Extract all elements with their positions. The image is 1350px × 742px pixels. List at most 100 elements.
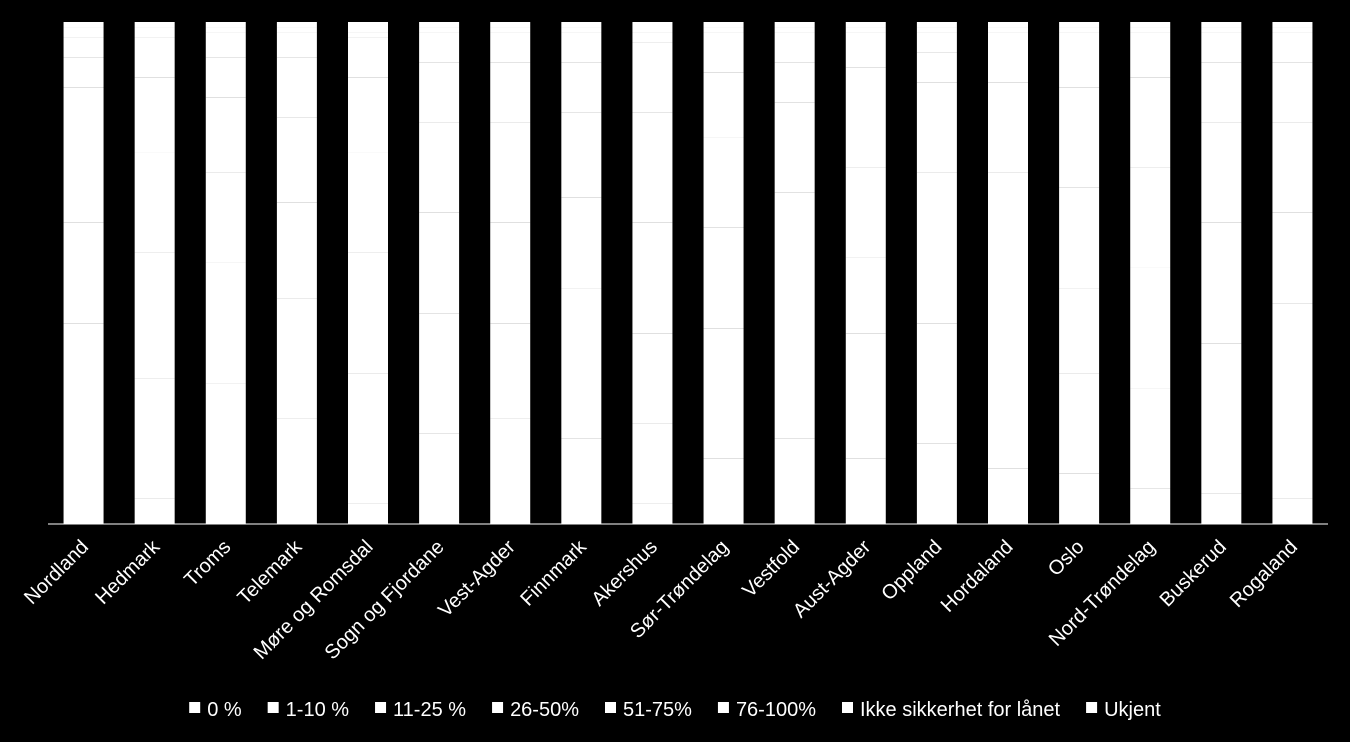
legend-label: Ikke sikkerhet for lånet xyxy=(860,699,1061,721)
bar-segment xyxy=(205,32,246,58)
bar-segment xyxy=(916,52,957,83)
x-tick-label: Telemark xyxy=(233,535,307,609)
bar-segment xyxy=(419,27,460,33)
bar-segment xyxy=(632,22,673,33)
bar-segment xyxy=(348,22,388,33)
bar-segment xyxy=(419,62,460,123)
bar-segment xyxy=(632,112,673,223)
bar-segment xyxy=(988,398,1028,469)
bar-segment xyxy=(1272,212,1313,304)
bar-segment xyxy=(632,333,673,424)
bar-segment xyxy=(561,27,602,33)
bar-segment xyxy=(205,57,246,98)
legend-label: 11-25 % xyxy=(393,699,466,721)
bar-segment xyxy=(276,117,317,203)
legend-label: 26-50% xyxy=(510,699,579,721)
x-tick-label: Oppland xyxy=(877,536,946,605)
bar-segment xyxy=(703,72,744,138)
bar-segment xyxy=(1272,27,1313,33)
bar-segment xyxy=(632,32,673,43)
bar-segment xyxy=(703,227,744,329)
bar-segment xyxy=(63,323,104,524)
bar-segment xyxy=(988,32,1028,83)
x-tick-label: Oslo xyxy=(1044,536,1089,581)
bar-segment xyxy=(774,273,815,439)
bar-segment xyxy=(134,37,175,78)
legend-swatch xyxy=(842,702,853,713)
bar-segment xyxy=(845,22,886,28)
legend-swatch xyxy=(717,702,729,713)
bar-segment xyxy=(490,122,531,223)
bar-segment xyxy=(1272,22,1313,28)
bar-segment xyxy=(1201,22,1242,28)
x-tick-label: Vest-Agder xyxy=(434,536,520,622)
bar-segment xyxy=(276,57,317,118)
bar-segment xyxy=(1130,388,1171,489)
bar-segment xyxy=(1272,303,1313,499)
bar-segment xyxy=(1130,32,1171,78)
bar-segment xyxy=(348,503,388,524)
bar-segment xyxy=(632,222,673,334)
bar-segment xyxy=(916,323,957,444)
legend: 0 % 1-10 % 11-25 % 26-50% 51-75% 76-100% Ikke … xyxy=(189,699,1161,721)
bar-segment xyxy=(845,67,886,168)
bar-segment xyxy=(1201,122,1242,223)
bar-segment xyxy=(988,273,1028,399)
bar-segment xyxy=(276,202,317,299)
bar-segment xyxy=(1130,167,1171,268)
bar-segment xyxy=(774,438,815,524)
bar-segment xyxy=(561,62,602,113)
bar-segment xyxy=(348,373,388,504)
bar-segment xyxy=(63,147,104,223)
bar-segment xyxy=(845,458,886,524)
bar-segment xyxy=(1059,288,1100,374)
legend-label: 76-100% xyxy=(736,699,816,721)
bar-segment xyxy=(490,222,531,324)
bar-segment xyxy=(490,62,531,123)
bar-segment xyxy=(134,27,175,38)
bar-segment xyxy=(774,32,815,63)
bar-segment xyxy=(988,468,1028,524)
legend-swatch xyxy=(267,702,279,713)
bar-segment xyxy=(845,257,886,334)
bar-segment xyxy=(63,222,104,324)
legend-swatch xyxy=(189,702,201,713)
bar-segment xyxy=(1130,22,1171,28)
bar-segment xyxy=(490,323,531,419)
bar-segment xyxy=(63,27,104,38)
bar-segment xyxy=(276,22,317,28)
bar-segment xyxy=(916,32,957,53)
bar-segment xyxy=(348,252,388,374)
bar-segment xyxy=(1201,27,1242,33)
bar-segment xyxy=(205,27,246,33)
bar-segment xyxy=(419,22,460,28)
bar-segment xyxy=(916,82,957,173)
bar-segment xyxy=(490,32,531,63)
bar-segment xyxy=(1130,488,1171,524)
legend-label: 51-75% xyxy=(623,699,692,721)
bar-segment xyxy=(1201,222,1242,344)
bar-segment xyxy=(1201,32,1242,63)
bar-segment xyxy=(774,62,815,103)
bar-segment xyxy=(348,37,388,78)
bar-segment xyxy=(134,378,175,499)
x-tick-label: Finnmark xyxy=(516,535,591,610)
x-tick-label: Sogn og Fjordane xyxy=(321,536,449,664)
bar-segment xyxy=(988,172,1028,273)
bar-segment xyxy=(134,22,175,28)
bar-segment xyxy=(419,122,460,213)
bar-segment xyxy=(916,443,957,524)
legend-swatch xyxy=(1086,702,1098,713)
bar-segment xyxy=(774,102,815,193)
legend-swatch xyxy=(605,702,616,713)
bar-segment xyxy=(205,262,246,384)
x-tick-label: Buskerud xyxy=(1156,536,1231,611)
bar-segment xyxy=(561,22,602,28)
bar-segment xyxy=(1059,87,1100,188)
bar-segment xyxy=(134,152,175,253)
bar-segment xyxy=(774,22,815,28)
bar-segment xyxy=(276,27,317,33)
x-tick-label: Hedmark xyxy=(91,535,165,609)
bar-segment xyxy=(703,137,744,228)
